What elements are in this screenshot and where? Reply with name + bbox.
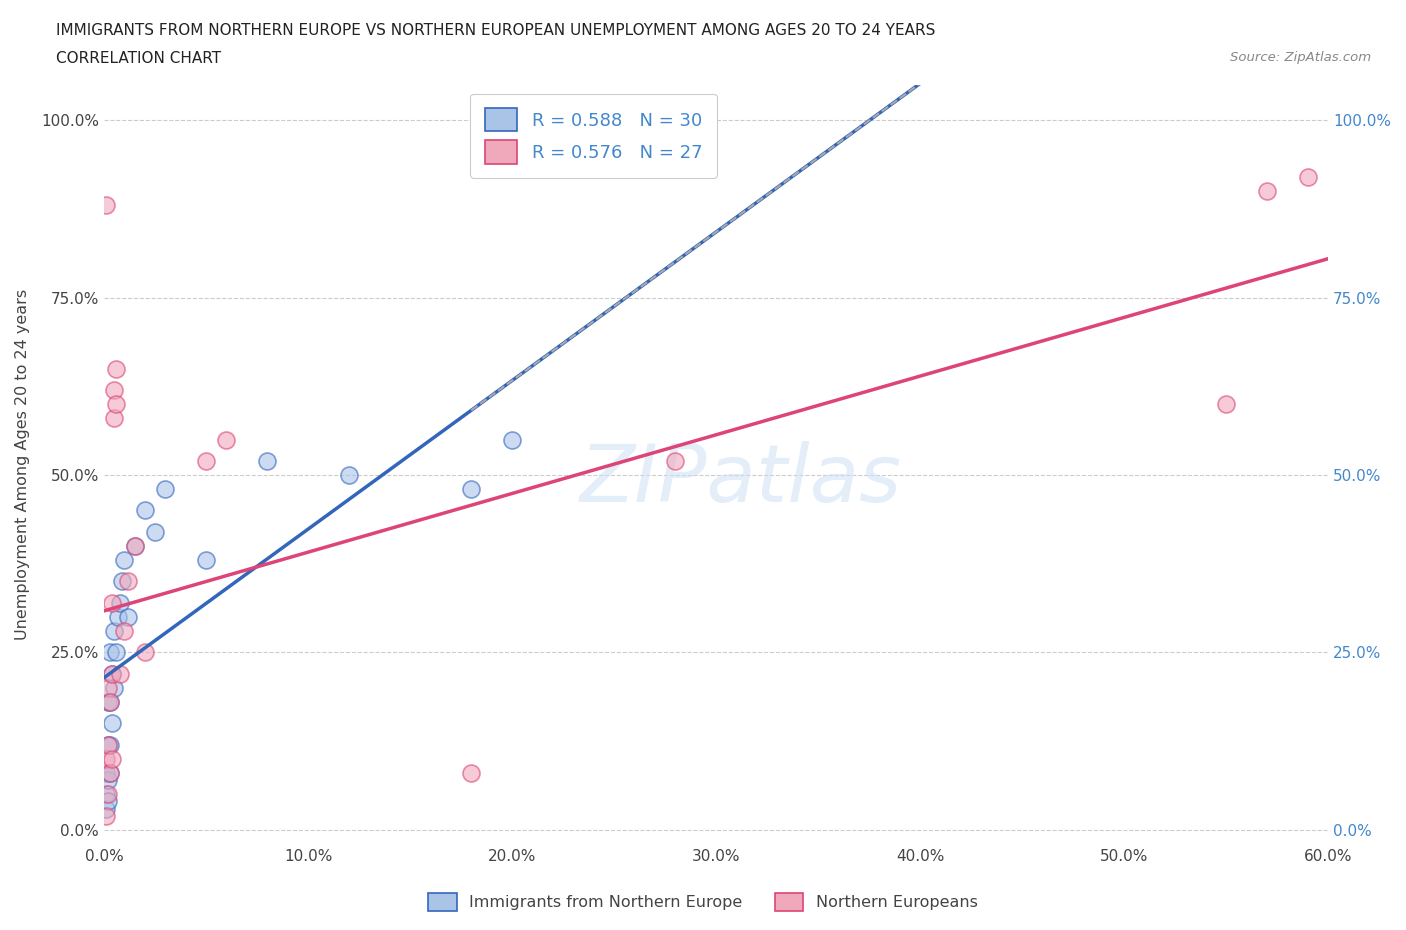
- Point: [94, 751, 117, 766]
- Text: CORRELATION CHART: CORRELATION CHART: [56, 51, 221, 66]
- Point: [1215, 396, 1237, 411]
- Point: [98, 765, 121, 780]
- Point: [94, 801, 117, 816]
- Point: [101, 666, 124, 681]
- Point: [97, 737, 120, 752]
- Point: [134, 645, 156, 660]
- Point: [97, 773, 120, 788]
- Point: [98, 645, 121, 660]
- Point: [103, 681, 125, 696]
- Point: [1256, 184, 1278, 199]
- Point: [94, 808, 117, 823]
- Point: [117, 574, 139, 589]
- Point: [103, 382, 125, 397]
- Legend: R = 0.588   N = 30, R = 0.576   N = 27: R = 0.588 N = 30, R = 0.576 N = 27: [471, 94, 717, 179]
- Point: [97, 794, 120, 809]
- Point: [460, 765, 482, 780]
- Y-axis label: Unemployment Among Ages 20 to 24 years: Unemployment Among Ages 20 to 24 years: [15, 289, 30, 640]
- Point: [101, 751, 124, 766]
- Point: [112, 624, 135, 639]
- Point: [111, 574, 134, 589]
- Text: IMMIGRANTS FROM NORTHERN EUROPE VS NORTHERN EUROPEAN UNEMPLOYMENT AMONG AGES 20 : IMMIGRANTS FROM NORTHERN EUROPE VS NORTH…: [56, 23, 935, 38]
- Point: [105, 396, 128, 411]
- Point: [124, 538, 146, 553]
- Point: [97, 737, 120, 752]
- Point: [103, 411, 125, 426]
- Point: [460, 482, 482, 497]
- Point: [153, 482, 176, 497]
- Point: [112, 552, 135, 567]
- Point: [94, 198, 117, 213]
- Point: [97, 695, 120, 710]
- Point: [195, 454, 218, 469]
- Point: [98, 737, 121, 752]
- Point: [101, 666, 124, 681]
- Point: [501, 432, 523, 447]
- Text: Source: ZipAtlas.com: Source: ZipAtlas.com: [1230, 51, 1371, 64]
- Point: [1296, 169, 1319, 184]
- Point: [98, 765, 121, 780]
- Point: [195, 552, 218, 567]
- Point: [98, 695, 121, 710]
- Point: [105, 645, 128, 660]
- Point: [103, 624, 125, 639]
- Point: [256, 454, 278, 469]
- Legend: Immigrants from Northern Europe, Northern Europeans: Immigrants from Northern Europe, Norther…: [422, 886, 984, 917]
- Point: [134, 503, 156, 518]
- Point: [105, 361, 128, 376]
- Point: [124, 538, 146, 553]
- Text: ZIPatlas: ZIPatlas: [579, 441, 901, 519]
- Point: [664, 454, 686, 469]
- Point: [107, 609, 129, 624]
- Point: [117, 609, 139, 624]
- Point: [110, 595, 132, 610]
- Point: [94, 787, 117, 802]
- Point: [110, 666, 132, 681]
- Point: [94, 765, 117, 780]
- Point: [101, 716, 124, 731]
- Point: [215, 432, 238, 447]
- Point: [143, 525, 166, 539]
- Point: [97, 681, 120, 696]
- Point: [337, 468, 360, 483]
- Point: [98, 695, 121, 710]
- Point: [101, 595, 124, 610]
- Point: [97, 787, 120, 802]
